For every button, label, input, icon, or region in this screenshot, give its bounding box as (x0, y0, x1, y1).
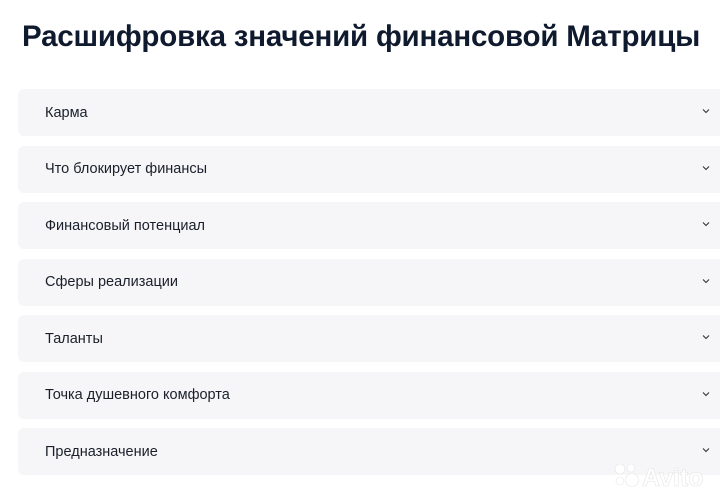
chevron-down-icon[interactable] (701, 219, 711, 229)
accordion-item-label: Предназначение (45, 443, 158, 460)
chevron-down-icon[interactable] (701, 332, 711, 342)
accordion-item[interactable]: Финансовый потенциал (18, 202, 720, 249)
accordion-item-label: Таланты (45, 330, 103, 347)
accordion-item[interactable]: Предназначение (18, 428, 720, 475)
accordion-item[interactable]: Сферы реализации (18, 258, 720, 306)
chevron-down-icon[interactable] (701, 445, 711, 455)
svg-text:Avito: Avito (642, 464, 704, 492)
accordion-item-label: Карма (45, 104, 88, 121)
accordion-item-label: Сферы реализации (45, 274, 178, 290)
accordion-item-label: Что блокирует финансы (45, 161, 208, 177)
accordion-item-label: Финансовый потенциал (45, 217, 206, 234)
chevron-down-icon[interactable] (701, 389, 711, 399)
chevron-down-icon[interactable] (701, 163, 711, 173)
avito-watermark-logo: Avito (614, 463, 704, 492)
accordion-item[interactable]: Таланты (18, 315, 720, 362)
accordion-list: Карма Что блокирует финансы Финансовый пот… (18, 89, 720, 485)
accordion-item[interactable]: Что блокирует финансы (18, 145, 720, 193)
accordion-item-label: Точка душевного комфорта (45, 387, 230, 403)
page-title: Расшифровка значений финансовой Матрицы (22, 20, 701, 53)
chevron-down-icon[interactable] (701, 276, 711, 286)
accordion-item[interactable]: Точка душевного комфорта (18, 371, 720, 419)
accordion-item[interactable]: Карма (18, 89, 720, 136)
chevron-down-icon[interactable] (701, 106, 711, 116)
